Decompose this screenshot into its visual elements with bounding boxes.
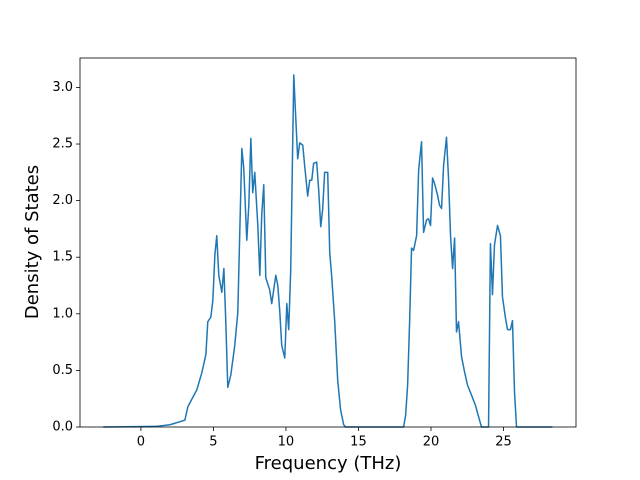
y-tick-label: 2.0 [52,193,73,208]
y-tick-label: 3.0 [52,80,73,95]
y-tick-label: 1.5 [52,250,73,265]
x-tick-label: 5 [209,435,217,450]
x-tick-label: 0 [137,435,145,450]
x-tick-label: 10 [278,435,295,450]
y-tick-label: 0.0 [52,420,73,435]
y-tick-label: 1.0 [52,306,73,321]
x-axis-label: Frequency (THz) [255,453,402,474]
plot-frame [79,57,577,428]
y-axis-label: Density of States [22,165,43,319]
x-tick-label: 25 [495,435,512,450]
x-tick-label: 15 [350,435,367,450]
y-tick-label: 2.5 [52,137,73,152]
dos-line [103,74,553,428]
x-tick-label: 20 [423,435,440,450]
y-tick-label: 0.5 [52,363,73,378]
